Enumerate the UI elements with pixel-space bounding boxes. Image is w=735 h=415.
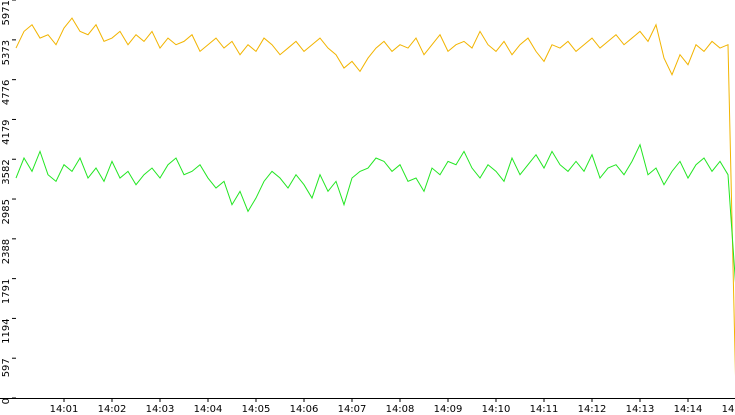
x-tick-label: 14:14 [674, 404, 703, 415]
y-tick-label: 5971 [1, 0, 12, 25]
series-line [15, 143, 735, 283]
x-tick-label: 14:06 [290, 404, 319, 415]
x-tick-label: 14:15 [722, 404, 735, 415]
y-tick-label: 0 [1, 398, 12, 404]
y-tick-label: 1791 [1, 279, 12, 304]
x-tick-label: 14:11 [530, 404, 559, 415]
x-tick-label: 14:09 [434, 404, 463, 415]
y-tick-label: 2985 [1, 199, 12, 224]
y-tick-label: 4776 [1, 80, 12, 105]
y-tick-label: 597 [1, 358, 12, 377]
x-tick-label: 14:07 [338, 404, 367, 415]
y-tick-label: 3582 [1, 159, 12, 184]
y-tick-label: 1194 [1, 318, 12, 343]
x-tick-label: 14:10 [482, 404, 511, 415]
x-tick-label: 14:05 [242, 404, 271, 415]
x-tick-label: 14:03 [146, 404, 175, 415]
x-tick-label: 14:13 [626, 404, 655, 415]
y-tick-label: 2388 [1, 239, 12, 264]
x-tick-label: 14:04 [194, 404, 223, 415]
series-line [15, 17, 735, 376]
y-tick-label: 5373 [1, 40, 12, 65]
x-tick-label: 14:01 [50, 404, 79, 415]
y-tick-label: 4179 [1, 119, 12, 144]
x-tick-label: 14:12 [578, 404, 607, 415]
x-tick-label: 14:08 [386, 404, 415, 415]
x-tick-label: 14:02 [98, 404, 127, 415]
